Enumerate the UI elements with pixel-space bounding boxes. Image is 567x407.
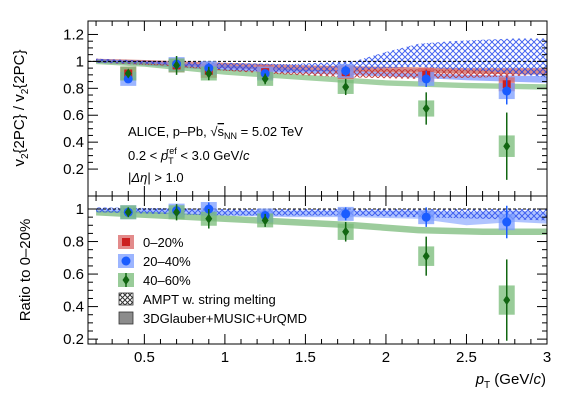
top-x-ticks	[95, 21, 548, 196]
legend-label: AMPT w. string melting	[143, 292, 276, 307]
top-point-circle	[502, 86, 512, 96]
bottom-x-axis: 0.5 1 1.5 2 2.5 3	[95, 196, 551, 366]
annotation-delta-eta: |Δη| > 1.0	[128, 170, 184, 185]
annotation-collision: ALICE, p–Pb, √sNN = 5.02 TeV	[128, 124, 303, 141]
top-y-tick-label: 0.4	[63, 134, 84, 151]
x-tick-label: 2	[382, 349, 390, 366]
legend-label: 20–40%	[143, 254, 191, 269]
legend-entry: 3DGlauber+MUSIC+UrQMD	[118, 311, 307, 326]
top-point-diamond	[261, 73, 269, 84]
legend-label: 40–60%	[143, 273, 191, 288]
top-y-tick-label: 0.6	[63, 107, 84, 124]
legend-entry: 40–60%	[118, 273, 191, 288]
legend-marker-circle	[121, 256, 131, 266]
bot-y-tick-label: 0.4	[63, 299, 84, 316]
top-y-tick-label: 1	[76, 53, 84, 70]
x-tick-label: 2.5	[456, 349, 477, 366]
bottom-model-bands	[96, 207, 547, 235]
bottom-y-axis: 0.2 0.4 0.6 0.8 1	[63, 201, 547, 348]
top-point-diamond	[173, 60, 181, 71]
top-point-circle	[341, 66, 351, 76]
x-tick-label: 1.5	[295, 349, 316, 366]
top-point-circle	[123, 74, 133, 84]
top-y-axis-title: v2{2PC} / v2{2PC}	[11, 49, 31, 166]
bot-y-tick-label: 0.6	[63, 266, 84, 283]
bottom-data-points	[120, 202, 515, 341]
bot-point-diamond	[422, 251, 430, 262]
top-y-tick-label: 0.8	[63, 80, 84, 97]
legend-hatch-swatch	[118, 292, 134, 306]
top-point-diamond	[124, 68, 132, 79]
top-data-points	[120, 56, 515, 180]
top-y-tick-label: 0.2	[63, 161, 84, 178]
top-y-axis: 0.2 0.4 0.6 0.8 1 1.2	[63, 26, 547, 178]
bot-y-tick-label: 0.2	[63, 331, 84, 348]
legend-marker-diamond	[122, 275, 130, 285]
top-point-diamond	[503, 141, 511, 152]
x-tick-label: 1	[221, 349, 229, 366]
x-axis-title: pT (GeV/c)	[475, 371, 546, 391]
bot-point-circle	[502, 217, 512, 227]
top-point-diamond	[342, 81, 350, 92]
legend-marker-square	[122, 238, 130, 246]
bot-point-diamond	[261, 215, 269, 226]
bottom-y-axis-title: Ratio to 0–20%	[17, 219, 34, 322]
x-tick-label: 3	[543, 349, 551, 366]
top-point-circle	[421, 74, 431, 84]
legend: 0–20% 20–40% 40–60% AMPT w. string melting 3…	[118, 235, 307, 326]
annotation-pt-ref: 0.2 < pTref < 3.0 GeV/c	[128, 146, 250, 166]
bottom-frame	[87, 195, 548, 345]
x-tick-label: 0.5	[134, 349, 155, 366]
legend-entry: AMPT w. string melting	[118, 292, 276, 307]
bot-point-diamond	[342, 226, 350, 237]
bot-point-circle	[341, 209, 351, 219]
legend-label: 0–20%	[143, 235, 184, 250]
bot-point-diamond	[503, 295, 511, 306]
bot-y-tick-label: 1	[76, 201, 84, 218]
bot-point-circle	[421, 212, 431, 222]
top-model-bands	[96, 38, 547, 90]
legend-label: 3DGlauber+MUSIC+UrQMD	[143, 311, 307, 326]
bot-point-diamond	[173, 207, 181, 218]
bot-y-tick-label: 0.8	[63, 234, 84, 251]
legend-filled-swatch	[118, 311, 134, 325]
top-band-hydro-2	[96, 60, 547, 90]
top-point-diamond	[205, 68, 213, 79]
top-point-diamond	[422, 103, 430, 114]
bot-point-diamond	[205, 213, 213, 224]
top-panel: 0.2 0.4 0.6 0.8 1 1.2 v2{2PC} / v2{2PC} ALICE…	[11, 20, 548, 197]
top-y-tick-label: 1.2	[63, 26, 84, 43]
legend-entry: 20–40%	[118, 254, 191, 269]
bottom-panel: 0.2 0.4 0.6 0.8 1 0.5 1 1.5 2 2.5 3 Ratio to 0–20…	[17, 195, 551, 391]
bot-point-diamond	[124, 207, 132, 218]
legend-entry: 0–20%	[118, 235, 184, 250]
